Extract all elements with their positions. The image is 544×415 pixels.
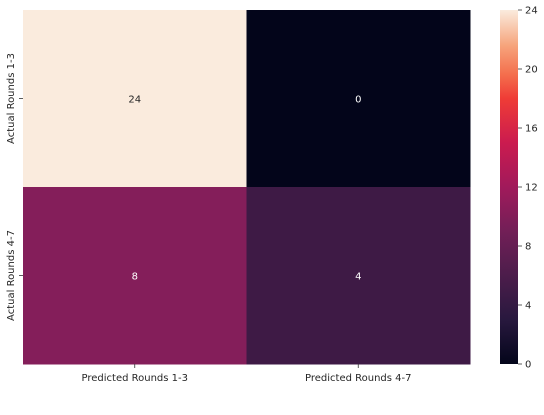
cell-value-label: 4 <box>355 272 361 283</box>
y-tick-label: Actual Rounds 1-3 <box>6 53 17 144</box>
colorbar-tick-label: 24 <box>525 6 538 17</box>
colorbar-tick-label: 4 <box>525 301 531 312</box>
y-tick-label: Actual Rounds 4-7 <box>6 230 17 321</box>
heatmap-cell-r1-c1 <box>246 187 471 365</box>
colorbar-tick-label: 16 <box>525 124 538 135</box>
cell-value-label: 24 <box>128 95 141 106</box>
x-tick-label: Predicted Rounds 1-3 <box>82 373 188 384</box>
y-axis-ticks: Actual Rounds 1-3 Actual Rounds 4-7 <box>6 53 23 321</box>
cell-value-labels: 24 0 8 4 <box>128 95 361 283</box>
cell-value-label: 0 <box>355 95 361 106</box>
cell-value-label: 8 <box>132 272 138 283</box>
x-tick-label: Predicted Rounds 4-7 <box>305 373 411 384</box>
heatmap-cell-r1-c0 <box>23 187 247 365</box>
colorbar-tick-label: 12 <box>525 183 538 194</box>
heatmap-cell-r0-c0 <box>23 10 247 188</box>
x-axis-ticks: Predicted Rounds 1-3 Predicted Rounds 4-7 <box>82 364 411 384</box>
colorbar-tick-label: 20 <box>525 65 538 76</box>
colorbar: 0 4 8 12 16 20 24 <box>500 6 538 371</box>
colorbar-tick-label: 8 <box>525 242 531 253</box>
colorbar-gradient <box>500 10 518 364</box>
heatmap-cells <box>23 10 471 365</box>
colorbar-ticks: 0 4 8 12 16 20 24 <box>518 6 538 371</box>
heatmap-cell-r0-c1 <box>246 10 471 188</box>
colorbar-tick-label: 0 <box>525 360 531 371</box>
